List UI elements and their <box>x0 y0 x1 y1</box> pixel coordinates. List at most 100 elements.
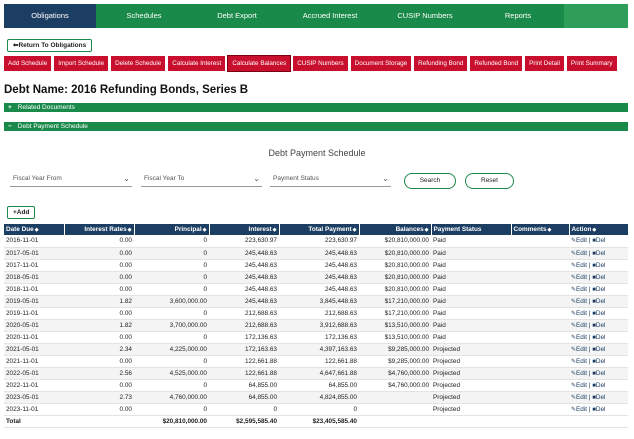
edit-icon: ✎ <box>571 358 577 365</box>
edit-link[interactable]: ✎Edit <box>571 333 588 341</box>
payment-status-cell: Paid <box>431 247 511 260</box>
sort-icon[interactable]: ◆ <box>547 227 552 233</box>
principal-cell: 0 <box>134 307 209 320</box>
delete-link[interactable]: ■Del <box>592 381 606 389</box>
delete-link[interactable]: ■Del <box>592 405 606 413</box>
delete-link[interactable]: ■Del <box>592 249 606 257</box>
edit-link[interactable]: ✎Edit <box>571 345 588 353</box>
delete-link[interactable]: ■Del <box>592 393 606 401</box>
total-label: Total <box>4 414 64 428</box>
col-date-due[interactable]: Date Due◆ <box>4 224 65 235</box>
edit-link[interactable]: ✎Edit <box>571 357 588 365</box>
balance-cell: $17,210,000.00 <box>359 295 431 308</box>
balance-cell <box>359 403 431 416</box>
principal-cell: 4,525,000.00 <box>134 367 209 380</box>
edit-link[interactable]: ✎Edit <box>571 309 588 317</box>
document-storage-button[interactable]: Document Storage <box>350 56 412 71</box>
delete-link[interactable]: ■Del <box>592 321 606 329</box>
table-row: 2018-11-01 0.00 0 245,448.63 245,448.63 $20,8… <box>4 283 628 296</box>
refunded-bond-button[interactable]: Refunded Bond <box>470 56 523 71</box>
principal-cell: 4,225,000.00 <box>134 343 209 356</box>
sort-icon[interactable]: ◆ <box>352 227 357 233</box>
col-interest[interactable]: Interest◆ <box>209 224 280 235</box>
delete-link[interactable]: ■Del <box>592 237 606 245</box>
edit-link[interactable]: ✎Edit <box>571 393 588 401</box>
reset-button[interactable]: Reset <box>465 173 514 189</box>
delete-schedule-button[interactable]: Delete Schedule <box>111 56 166 71</box>
fiscal-year-to-select[interactable]: Fiscal Year To ⌄ <box>141 170 262 187</box>
edit-link[interactable]: ✎Edit <box>571 261 588 269</box>
edit-link[interactable]: ✎Edit <box>571 405 588 413</box>
col-principal[interactable]: Principal◆ <box>134 224 210 235</box>
add-button[interactable]: +Add <box>7 206 36 219</box>
delete-link[interactable]: ■Del <box>592 333 606 341</box>
tab-blank[interactable] <box>564 4 628 28</box>
comments-cell <box>511 295 569 308</box>
section-label: Related Documents <box>17 104 75 111</box>
delete-link[interactable]: ■Del <box>592 357 606 365</box>
edit-link[interactable]: ✎Edit <box>571 297 588 305</box>
edit-link[interactable]: ✎Edit <box>571 237 588 245</box>
balance-cell: $13,510,000.00 <box>359 331 431 344</box>
debt-payment-schedule-section[interactable]: − Debt Payment Schedule <box>4 122 628 131</box>
search-button[interactable]: Search <box>404 173 456 189</box>
sort-icon[interactable]: ◆ <box>424 227 429 233</box>
import-schedule-button[interactable]: Import Schedule <box>54 56 109 71</box>
principal-cell: 0 <box>134 355 209 368</box>
action-cell: ✎Edit | ■Del <box>569 343 628 356</box>
delete-link[interactable]: ■Del <box>592 261 606 269</box>
sort-icon[interactable]: ◆ <box>127 227 132 233</box>
interest-rate-cell: 0.00 <box>64 307 134 320</box>
col-balances[interactable]: Balances◆ <box>359 224 432 235</box>
edit-link[interactable]: ✎Edit <box>571 321 588 329</box>
related-documents-section[interactable]: + Related Documents <box>4 103 628 112</box>
edit-link[interactable]: ✎Edit <box>571 285 588 293</box>
date-due-cell: 2017-05-01 <box>4 247 64 260</box>
edit-link[interactable]: ✎Edit <box>571 369 588 377</box>
sort-icon[interactable]: ◆ <box>272 227 277 233</box>
payment-status-select[interactable]: Payment Status ⌄ <box>270 170 391 187</box>
edit-icon: ✎ <box>571 346 577 353</box>
cusip-numbers-button[interactable]: CUSIP Numbers <box>293 56 348 71</box>
payment-status-cell: Projected <box>431 343 511 356</box>
edit-link[interactable]: ✎Edit <box>571 273 588 281</box>
edit-link[interactable]: ✎Edit <box>571 381 588 389</box>
calculate-interest-button[interactable]: Calculate Interest <box>168 56 226 71</box>
calculate-balances-button[interactable]: Calculate Balances <box>227 55 292 72</box>
delete-link[interactable]: ■Del <box>592 273 606 281</box>
col-interest-rates[interactable]: Interest Rates◆ <box>64 224 135 235</box>
trash-icon: ■ <box>592 358 596 365</box>
col-comments[interactable]: Comments◆ <box>511 224 570 235</box>
balance-cell: $20,810,000.00 <box>359 271 431 284</box>
delete-link[interactable]: ■Del <box>592 309 606 317</box>
add-schedule-button[interactable]: Add Schedule <box>4 56 52 71</box>
balance-cell: $20,810,000.00 <box>359 235 431 248</box>
edit-link[interactable]: ✎Edit <box>571 249 588 257</box>
col-total-payment[interactable]: Total Payment◆ <box>279 224 360 235</box>
delete-link[interactable]: ■Del <box>592 285 606 293</box>
tab-obligations[interactable]: Obligations <box>4 4 96 28</box>
sort-icon[interactable]: ◆ <box>202 227 207 233</box>
interest-rate-cell: 0.00 <box>64 331 134 344</box>
tab-reports[interactable]: Reports <box>504 11 532 20</box>
tab-schedules[interactable]: Schedules <box>126 11 162 20</box>
chevron-down-icon: ⌄ <box>253 174 260 183</box>
refunding-bond-button[interactable]: Refunding Bond <box>414 56 468 71</box>
print-detail-button[interactable]: Print Detail <box>525 56 564 71</box>
edit-icon: ✎ <box>571 310 577 317</box>
delete-link[interactable]: ■Del <box>592 369 606 377</box>
col-payment-status[interactable]: Payment Status <box>431 224 512 235</box>
sort-icon[interactable]: ◆ <box>592 227 597 233</box>
principal-cell: 3,600,000.00 <box>134 295 209 308</box>
sort-icon[interactable]: ◆ <box>34 227 39 233</box>
return-to-obligations-button[interactable]: ⬅Return To Obligations <box>7 39 93 52</box>
trash-icon: ■ <box>592 334 596 341</box>
delete-link[interactable]: ■Del <box>592 345 606 353</box>
print-summary-button[interactable]: Print Summary <box>566 56 617 71</box>
delete-link[interactable]: ■Del <box>592 297 606 305</box>
tab-accrued-interest[interactable]: Accrued Interest <box>302 11 358 20</box>
interest-cell: 245,448.63 <box>209 271 279 284</box>
tab-debt-export[interactable]: Debt Export <box>217 11 257 20</box>
tab-cusip-numbers[interactable]: CUSIP Numbers <box>397 11 453 20</box>
fiscal-year-from-select[interactable]: Fiscal Year From ⌄ <box>10 170 132 187</box>
